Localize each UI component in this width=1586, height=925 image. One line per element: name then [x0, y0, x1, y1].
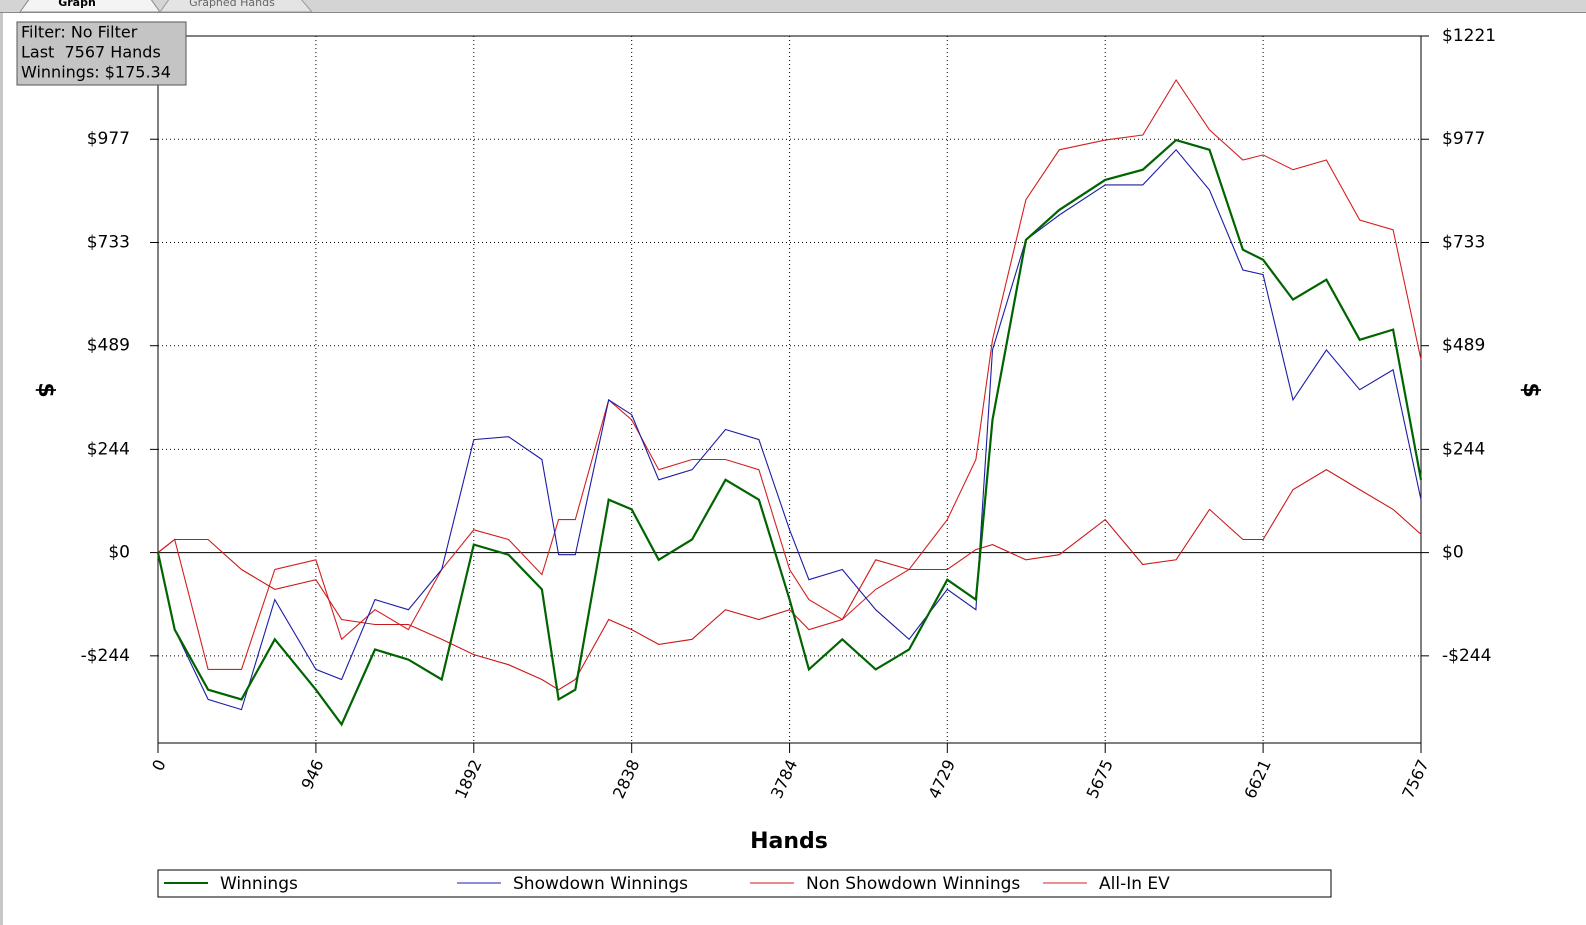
x-axis-label: Hands — [750, 829, 828, 854]
legend-box — [157, 869, 1332, 898]
x-tick-label: 0 — [148, 757, 170, 774]
series-line — [157, 148, 1422, 711]
x-tick-label: 946 — [297, 757, 327, 793]
y-tick-label: $244 — [1442, 439, 1485, 459]
y-tick-label: $489 — [1442, 336, 1485, 356]
series-line — [157, 469, 1422, 691]
y-axis-label: $ — [33, 382, 58, 397]
y-tick-label: $0 — [108, 543, 130, 563]
series-line — [157, 78, 1422, 670]
y-tick-label: $244 — [87, 439, 130, 459]
y-tick-label: $977 — [1442, 129, 1485, 149]
y-tick-label: -$244 — [81, 646, 130, 666]
info-box: Filter: No Filter Last 7567 Hands Winnin… — [16, 21, 187, 86]
info-text: Winnings: $175.34 — [21, 63, 171, 82]
legend-label: Non Showdown Winnings — [806, 874, 1020, 894]
y-tick-label: $977 — [87, 129, 130, 149]
legend: Winnings Showdown Winnings Non Showdown Wi… — [157, 869, 1332, 898]
info-text: Last 7567 Hands — [21, 43, 161, 62]
x-tick-label: 7567 — [1398, 757, 1432, 802]
legend-label: Winnings — [220, 874, 298, 894]
x-tick-label: 1892 — [451, 757, 485, 802]
x-tick-label: 3784 — [767, 757, 801, 802]
x-tick-label: 4729 — [925, 757, 959, 802]
info-text: Filter: No Filter — [21, 23, 138, 42]
y-tick-label: $1221 — [1442, 26, 1496, 46]
x-tick-label: 2838 — [609, 757, 643, 802]
y-axis-label: $ — [1518, 382, 1543, 397]
plot: -$244 -$244 $0 $0 $244 $244 $489 $489 $733 $733 $9… — [76, 26, 1496, 801]
x-tick-label: 6621 — [1240, 757, 1274, 802]
top-border — [0, 12, 1586, 13]
tab-bar — [0, 0, 1586, 12]
y-tick-label: $733 — [1442, 232, 1485, 252]
y-tick-label: -$244 — [1442, 646, 1491, 666]
y-tick-label: $733 — [87, 232, 130, 252]
tab-label[interactable]: Graph — [58, 0, 96, 9]
info-box-bg — [16, 21, 187, 86]
x-tick-label: 5675 — [1082, 757, 1116, 802]
tab-label[interactable]: Graphed Hands — [189, 0, 275, 9]
y-tick-label: $489 — [87, 336, 130, 356]
y-tick-label: $0 — [1442, 543, 1464, 563]
legend-label: Showdown Winnings — [513, 874, 688, 894]
left-border — [0, 12, 3, 925]
series-line — [156, 138, 1423, 727]
legend-label: All-In EV — [1099, 874, 1170, 894]
